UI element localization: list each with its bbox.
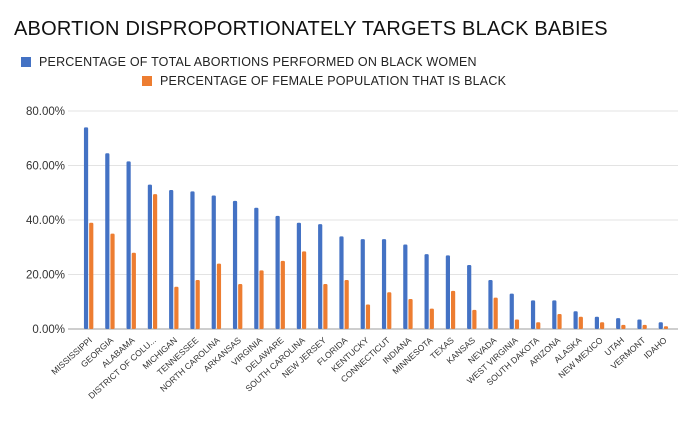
bar-black-women bbox=[573, 311, 578, 329]
bar-female-population bbox=[642, 324, 647, 329]
bar-female-population bbox=[429, 308, 434, 329]
bar-black-women bbox=[552, 300, 557, 329]
bar-female-population bbox=[472, 309, 477, 329]
bar-female-population bbox=[451, 290, 456, 329]
bar-black-women bbox=[296, 222, 301, 329]
bar-black-women bbox=[637, 319, 642, 329]
bar-female-population bbox=[387, 292, 392, 329]
bar-black-women bbox=[83, 127, 89, 329]
bar-black-women bbox=[211, 195, 216, 329]
bar-black-women bbox=[424, 254, 429, 329]
y-tick-label: 80.00% bbox=[26, 106, 65, 118]
bar-female-population bbox=[216, 263, 222, 329]
bar-black-women bbox=[530, 300, 536, 329]
bar-female-population bbox=[578, 316, 583, 329]
bar-black-women bbox=[232, 200, 238, 329]
bar-female-population bbox=[557, 314, 562, 329]
bar-black-women bbox=[169, 190, 174, 329]
legend-swatch-blue bbox=[21, 57, 31, 67]
bar-female-population bbox=[153, 194, 158, 329]
bar-female-population bbox=[344, 279, 349, 329]
bar-female-population bbox=[89, 222, 94, 329]
y-tick-label: 60.00% bbox=[26, 161, 65, 173]
legend-item-black-women: PERCENTAGE OF TOTAL ABORTIONS PERFORMED … bbox=[21, 55, 477, 69]
bar-black-women bbox=[147, 184, 152, 329]
chart-title: ABORTION DISPROPORTIONATELY TARGETS BLAC… bbox=[14, 18, 608, 40]
bar-female-population bbox=[174, 286, 179, 329]
bar-female-population bbox=[663, 326, 669, 329]
bar-black-women bbox=[254, 207, 259, 329]
bar-black-women bbox=[339, 236, 344, 329]
y-tick-label: 0.00% bbox=[32, 324, 65, 336]
bar-black-women bbox=[594, 316, 599, 329]
y-tick-label: 40.00% bbox=[26, 215, 65, 227]
bar-female-population bbox=[131, 252, 136, 329]
bar-female-population bbox=[302, 251, 307, 329]
bar-black-women bbox=[105, 153, 110, 329]
bar-black-women bbox=[190, 191, 195, 329]
bar-black-women bbox=[488, 279, 493, 329]
legend-swatch-orange bbox=[142, 76, 152, 86]
bar-female-population bbox=[621, 324, 626, 329]
bar-black-women bbox=[126, 161, 131, 329]
bar-black-women bbox=[616, 318, 621, 329]
bar-black-women bbox=[658, 322, 663, 329]
bar-female-population bbox=[280, 260, 285, 329]
legend-label-black-women: PERCENTAGE OF TOTAL ABORTIONS PERFORMED … bbox=[39, 55, 477, 69]
x-tick-label: IDAHO bbox=[642, 335, 669, 361]
bar-female-population bbox=[195, 279, 200, 329]
bar-black-women bbox=[318, 224, 323, 329]
y-tick-label: 20.00% bbox=[26, 270, 65, 282]
bar-female-population bbox=[238, 284, 243, 329]
bar-black-women bbox=[403, 244, 408, 329]
bar-female-population bbox=[600, 322, 605, 329]
bar-black-women bbox=[275, 215, 280, 329]
bar-black-women bbox=[467, 264, 472, 329]
bar-black-women bbox=[445, 255, 450, 329]
bar-black-women bbox=[509, 293, 514, 329]
bar-female-population bbox=[323, 284, 328, 329]
bar-black-women bbox=[360, 239, 365, 329]
bar-female-population bbox=[110, 233, 115, 329]
bar-female-population bbox=[259, 270, 264, 329]
legend-item-female-population: PERCENTAGE OF FEMALE POPULATION THAT IS … bbox=[142, 74, 506, 88]
legend-label-female-population: PERCENTAGE OF FEMALE POPULATION THAT IS … bbox=[160, 74, 507, 88]
bar-black-women bbox=[381, 239, 387, 329]
bar-female-population bbox=[514, 319, 520, 329]
bar-female-population bbox=[365, 304, 371, 329]
bar-female-population bbox=[408, 299, 413, 329]
bar-female-population bbox=[493, 297, 498, 329]
bar-female-population bbox=[536, 322, 541, 329]
